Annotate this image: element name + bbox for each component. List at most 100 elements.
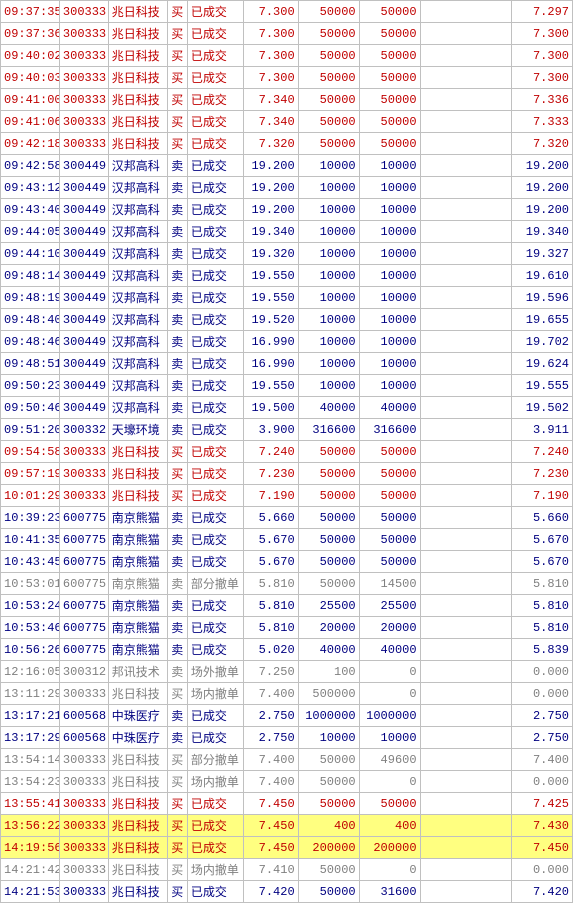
table-row[interactable]: 09:43:40300449汉邦高科卖已成交19.200100001000019… xyxy=(1,199,573,221)
cell-status: 已成交 xyxy=(187,837,243,859)
cell-name: 汉邦高科 xyxy=(108,221,167,243)
table-row[interactable]: 09:50:23300449汉邦高科卖已成交19.550100001000019… xyxy=(1,375,573,397)
cell-code: 300312 xyxy=(59,661,108,683)
cell-qty1: 50000 xyxy=(298,507,359,529)
cell-buysell: 卖 xyxy=(167,419,187,441)
table-row[interactable]: 09:42:18300333兆日科技买已成交7.32050000500007.3… xyxy=(1,133,573,155)
table-row[interactable]: 09:41:06300333兆日科技买已成交7.34050000500007.3… xyxy=(1,111,573,133)
cell-code: 300333 xyxy=(59,485,108,507)
cell-last: 7.333 xyxy=(512,111,573,133)
table-row[interactable]: 13:55:41300333兆日科技买已成交7.45050000500007.4… xyxy=(1,793,573,815)
cell-buysell: 买 xyxy=(167,859,187,881)
cell-code: 300333 xyxy=(59,837,108,859)
table-row[interactable]: 10:56:26600775南京熊猫卖已成交5.02040000400005.8… xyxy=(1,639,573,661)
cell-status: 已成交 xyxy=(187,67,243,89)
table-row[interactable]: 12:16:05300312邦讯技术卖场外撤单7.25010000.000 xyxy=(1,661,573,683)
cell-name: 南京熊猫 xyxy=(108,507,167,529)
table-row[interactable]: 09:40:03300333兆日科技买已成交7.30050000500007.3… xyxy=(1,67,573,89)
cell-status: 已成交 xyxy=(187,815,243,837)
cell-last: 19.200 xyxy=(512,199,573,221)
table-row[interactable]: 13:17:29600568中珠医疗卖已成交2.75010000100002.7… xyxy=(1,727,573,749)
cell-name: 汉邦高科 xyxy=(108,155,167,177)
cell-last: 19.596 xyxy=(512,287,573,309)
cell-buysell: 卖 xyxy=(167,595,187,617)
table-row[interactable]: 09:42:58300449汉邦高科卖已成交19.200100001000019… xyxy=(1,155,573,177)
table-row[interactable]: 10:43:45600775南京熊猫卖已成交5.67050000500005.6… xyxy=(1,551,573,573)
table-row[interactable]: 14:19:56300333兆日科技买已成交7.4502000002000007… xyxy=(1,837,573,859)
cell-name: 兆日科技 xyxy=(108,815,167,837)
table-row[interactable]: 13:54:23300333兆日科技买场内撤单7.4005000000.000 xyxy=(1,771,573,793)
cell-qty1: 400 xyxy=(298,815,359,837)
cell-qty2: 50000 xyxy=(359,1,420,23)
cell-status: 已成交 xyxy=(187,111,243,133)
cell-name: 汉邦高科 xyxy=(108,243,167,265)
table-row[interactable]: 09:43:12300449汉邦高科卖已成交19.200100001000019… xyxy=(1,177,573,199)
cell-qty1: 50000 xyxy=(298,111,359,133)
cell-name: 汉邦高科 xyxy=(108,309,167,331)
cell-time: 14:19:56 xyxy=(1,837,60,859)
cell-name: 南京熊猫 xyxy=(108,529,167,551)
cell-time: 13:56:22 xyxy=(1,815,60,837)
table-row[interactable]: 09:48:14300449汉邦高科卖已成交19.550100001000019… xyxy=(1,265,573,287)
table-row[interactable]: 13:54:14300333兆日科技买部分撤单7.40050000496007.… xyxy=(1,749,573,771)
cell-qty1: 1000000 xyxy=(298,705,359,727)
cell-blank xyxy=(420,837,511,859)
cell-last: 0.000 xyxy=(512,661,573,683)
table-row[interactable]: 10:53:01600775南京熊猫卖部分撤单5.81050000145005.… xyxy=(1,573,573,595)
table-row[interactable]: 14:21:53300333兆日科技买已成交7.42050000316007.4… xyxy=(1,881,573,903)
table-row[interactable]: 09:40:02300333兆日科技买已成交7.30050000500007.3… xyxy=(1,45,573,67)
cell-time: 13:54:23 xyxy=(1,771,60,793)
cell-code: 300333 xyxy=(59,815,108,837)
cell-time: 10:53:24 xyxy=(1,595,60,617)
cell-qty2: 50000 xyxy=(359,485,420,507)
cell-code: 600568 xyxy=(59,727,108,749)
table-row[interactable]: 09:50:46300449汉邦高科卖已成交19.500400004000019… xyxy=(1,397,573,419)
table-row[interactable]: 09:48:19300449汉邦高科卖已成交19.550100001000019… xyxy=(1,287,573,309)
cell-time: 09:41:00 xyxy=(1,89,60,111)
cell-status: 已成交 xyxy=(187,617,243,639)
table-row[interactable]: 09:51:20300332天壕环境卖已成交3.9003166003166003… xyxy=(1,419,573,441)
cell-time: 13:17:29 xyxy=(1,727,60,749)
cell-time: 09:57:19 xyxy=(1,463,60,485)
table-row[interactable]: 09:37:35300333兆日科技买已成交7.30050000500007.2… xyxy=(1,1,573,23)
table-row[interactable]: 09:37:36300333兆日科技买已成交7.30050000500007.3… xyxy=(1,23,573,45)
table-row[interactable]: 14:21:42300333兆日科技买场内撤单7.4105000000.000 xyxy=(1,859,573,881)
cell-time: 10:53:46 xyxy=(1,617,60,639)
table-row[interactable]: 10:53:24600775南京熊猫卖已成交5.81025500255005.8… xyxy=(1,595,573,617)
cell-qty1: 10000 xyxy=(298,243,359,265)
cell-code: 300333 xyxy=(59,1,108,23)
table-row[interactable]: 09:54:58300333兆日科技买已成交7.24050000500007.2… xyxy=(1,441,573,463)
cell-price: 7.250 xyxy=(243,661,298,683)
cell-status: 已成交 xyxy=(187,243,243,265)
table-row[interactable]: 10:41:35600775南京熊猫卖已成交5.67050000500005.6… xyxy=(1,529,573,551)
table-row[interactable]: 09:48:40300449汉邦高科卖已成交19.520100001000019… xyxy=(1,309,573,331)
cell-qty1: 316600 xyxy=(298,419,359,441)
table-row[interactable]: 10:53:46600775南京熊猫卖已成交5.81020000200005.8… xyxy=(1,617,573,639)
cell-code: 300449 xyxy=(59,221,108,243)
table-row[interactable]: 09:48:46300449汉邦高科卖已成交16.990100001000019… xyxy=(1,331,573,353)
table-row[interactable]: 10:01:29300333兆日科技买已成交7.19050000500007.1… xyxy=(1,485,573,507)
cell-buysell: 卖 xyxy=(167,573,187,595)
cell-time: 12:16:05 xyxy=(1,661,60,683)
table-row[interactable]: 13:17:21600568中珠医疗卖已成交2.7501000000100000… xyxy=(1,705,573,727)
cell-last: 7.300 xyxy=(512,67,573,89)
table-row[interactable]: 13:11:29300333兆日科技买场内撤单7.40050000000.000 xyxy=(1,683,573,705)
cell-name: 南京熊猫 xyxy=(108,595,167,617)
table-row[interactable]: 10:39:23600775南京熊猫卖已成交5.66050000500005.6… xyxy=(1,507,573,529)
table-row[interactable]: 13:56:22300333兆日科技买已成交7.4504004007.430 xyxy=(1,815,573,837)
table-row[interactable]: 09:57:19300333兆日科技买已成交7.23050000500007.2… xyxy=(1,463,573,485)
cell-time: 13:55:41 xyxy=(1,793,60,815)
cell-qty1: 10000 xyxy=(298,353,359,375)
table-row[interactable]: 09:48:51300449汉邦高科卖已成交16.990100001000019… xyxy=(1,353,573,375)
cell-price: 5.810 xyxy=(243,617,298,639)
cell-time: 14:21:53 xyxy=(1,881,60,903)
cell-last: 0.000 xyxy=(512,859,573,881)
table-row[interactable]: 09:41:00300333兆日科技买已成交7.34050000500007.3… xyxy=(1,89,573,111)
cell-last: 5.810 xyxy=(512,573,573,595)
cell-status: 已成交 xyxy=(187,199,243,221)
cell-name: 兆日科技 xyxy=(108,793,167,815)
table-row[interactable]: 09:44:10300449汉邦高科卖已成交19.320100001000019… xyxy=(1,243,573,265)
table-row[interactable]: 09:44:05300449汉邦高科卖已成交19.340100001000019… xyxy=(1,221,573,243)
cell-buysell: 卖 xyxy=(167,155,187,177)
cell-qty2: 50000 xyxy=(359,529,420,551)
